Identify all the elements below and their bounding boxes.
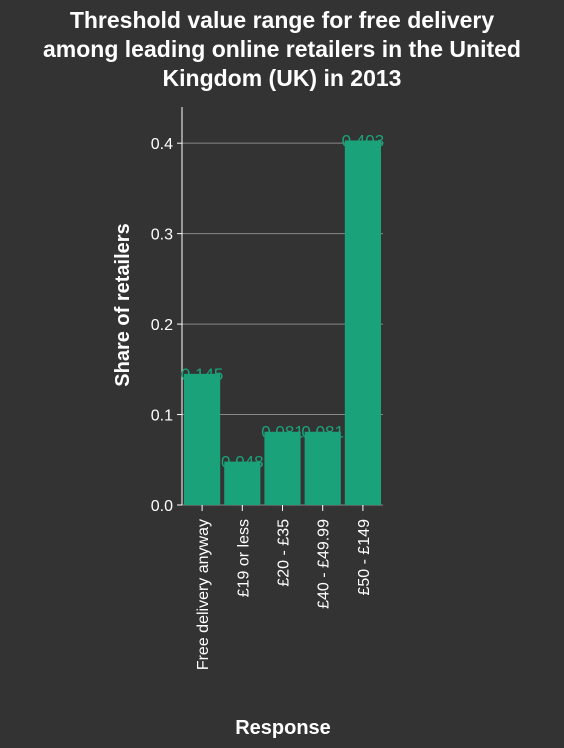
bar-value-label: 0.081 xyxy=(261,423,304,442)
y-tick-label: 0.3 xyxy=(151,227,173,244)
bar xyxy=(184,374,220,505)
y-tick-label: 0.2 xyxy=(151,317,173,334)
bar xyxy=(305,432,341,505)
x-tick-label: £20 - £35 xyxy=(276,519,293,587)
y-axis-title: Share of retailers xyxy=(112,223,134,386)
x-tick-label: Free delivery anyway xyxy=(195,519,212,670)
bar-value-label: 0.403 xyxy=(342,131,385,150)
x-tick-label: £40 - £49.99 xyxy=(316,519,333,609)
bar xyxy=(264,432,300,505)
bar xyxy=(345,140,381,505)
x-axis-title: Response xyxy=(235,717,331,739)
bar-value-label: 0.081 xyxy=(301,423,344,442)
y-tick-label: 0.4 xyxy=(151,136,173,153)
y-tick-label: 0.0 xyxy=(151,498,173,515)
y-tick-label: 0.1 xyxy=(151,408,173,425)
bar-value-label: 0.048 xyxy=(221,453,264,472)
x-tick-label: £19 or less xyxy=(235,519,252,597)
bar-value-label: 0.145 xyxy=(181,365,224,384)
bars xyxy=(184,140,381,505)
x-tick-label: £50 - £149 xyxy=(356,519,373,596)
